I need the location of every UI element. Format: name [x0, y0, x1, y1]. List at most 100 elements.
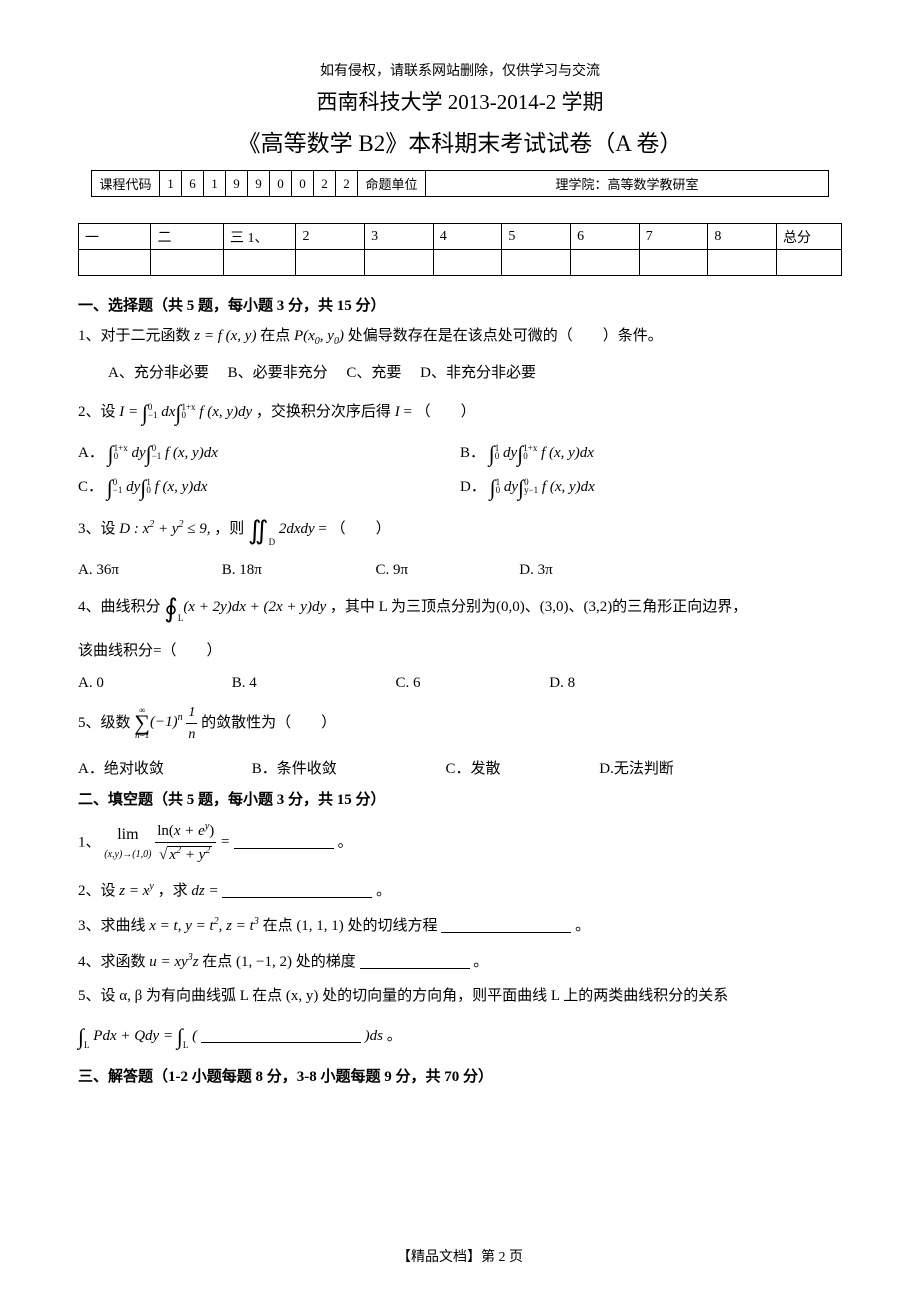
f3-b: 在点 (1, 1, 1) 处的切线方程: [263, 918, 438, 934]
q4-stem-b: ，其中 L 为三顶点分别为(0,0)、(3,0)、(3,2)的三角形正向边界，: [330, 599, 747, 615]
f2-c: 。: [376, 883, 391, 899]
f4-a: 4、求函数: [78, 954, 149, 970]
f5-a: 5、设 α, β 为有向曲线弧 L 在点 (x, y) 处的切向量的方向角，则平…: [78, 988, 728, 1004]
q3-integral: ∬ D 2dxdy: [248, 521, 315, 537]
code-digit: 6: [182, 171, 204, 197]
q2-stem-c: = （ ）: [403, 404, 475, 420]
q5-opt-a: A．绝对收敛: [78, 757, 248, 778]
q4-stem-a: 4、曲线积分: [78, 599, 164, 615]
q4-integral: ∮ L(x + 2y)dx + (2x + y)dy: [164, 599, 326, 615]
q2-B-expr: ∫10 dy∫1+x0 f (x, y)dx: [489, 445, 594, 461]
code-digit: 0: [292, 171, 314, 197]
q2-C-expr: ∫0−1 dy∫10 f (x, y)dx: [107, 479, 208, 495]
q2-stem-a: 2、设: [78, 404, 119, 420]
fill-5-eq: ∫ L Pdx + Qdy = ∫ L ( )ds 。: [78, 1020, 842, 1053]
question-3: 3、设 D : x2 + y2 ≤ 9, ，则 ∬ D 2dxdy = （ ）: [78, 511, 842, 550]
q1-options: A、充分非必要 B、必要非充分 C、充要 D、非充分非必要: [108, 361, 842, 382]
f3-curve: x = t, y = t2, z = t3: [149, 918, 259, 934]
q3-stem-b: ，则: [214, 521, 248, 537]
f1-blank: [234, 835, 334, 849]
q2-options-row2: C． ∫0−1 dy∫10 f (x, y)dx D． ∫10 dy∫0y−1 …: [78, 475, 842, 501]
q2-B-label: B．: [460, 445, 485, 461]
f5-b: 。: [387, 1028, 402, 1044]
code-digit: 1: [204, 171, 226, 197]
f5-rhs: )ds: [365, 1028, 383, 1044]
q1-stem-a: 1、对于二元函数: [78, 328, 194, 344]
score-head: 总分: [777, 224, 842, 250]
header-notice: 如有侵权，请联系网站删除，仅供学习与交流: [78, 60, 842, 80]
q5-options: A．绝对收敛 B．条件收敛 C．发散 D.无法判断: [78, 757, 842, 778]
q4-opt-a: A. 0: [78, 675, 228, 692]
unit-label: 命题单位: [358, 171, 426, 197]
q3-opt-a: A. 36π: [78, 562, 218, 579]
score-head: 三 1、: [223, 224, 295, 250]
f3-c: 。: [575, 918, 590, 934]
q4-line2: 该曲线积分=（ ）: [78, 640, 842, 663]
f2-dz: dz =: [191, 883, 218, 899]
f1-b: 。: [338, 834, 353, 850]
q1-opt-c: C、充要: [346, 365, 401, 381]
question-5: 5、级数 ∞ ∑ n=1 (−1)n 1n 的敛散性为（ ）: [78, 702, 842, 745]
q3-stem-c: = （ ）: [318, 521, 390, 537]
f4-b: 在点 (1, −1, 2) 处的梯度: [202, 954, 355, 970]
code-digit: 2: [314, 171, 336, 197]
q3-opt-b: B. 18π: [222, 562, 372, 579]
score-head: 4: [433, 224, 502, 250]
f2-b: ，求: [158, 883, 192, 899]
fill-3: 3、求曲线 x = t, y = t2, z = t3 在点 (1, 1, 1)…: [78, 914, 842, 938]
q5-stem-b: 的敛散性为（ ）: [201, 714, 336, 730]
q2-C-label: C．: [78, 479, 103, 495]
question-1: 1、对于二元函数 z = f (x, y) 在点 P(x0, y0) 处偏导数存…: [78, 325, 842, 349]
q3-domain: D : x2 + y2 ≤ 9,: [119, 521, 210, 537]
score-head: 2: [296, 224, 365, 250]
score-head: 6: [571, 224, 640, 250]
f4-c: 。: [473, 954, 488, 970]
q1-stem-b: 在点: [260, 328, 294, 344]
q2-I: I: [395, 404, 400, 420]
q1-point: P(x0, y0): [294, 328, 344, 344]
code-digit: 2: [336, 171, 358, 197]
f2-blank: [222, 884, 372, 898]
q3-opt-d: D. 3π: [519, 562, 552, 578]
q5-opt-b: B．条件收敛: [252, 757, 442, 778]
q1-stem-c: 处偏导数存在是在该点处可微的（ ）条件。: [348, 328, 663, 344]
code-digit: 9: [248, 171, 270, 197]
f4-blank: [360, 955, 470, 969]
q5-opt-d: D.无法判断: [599, 761, 674, 777]
q3-stem-a: 3、设: [78, 521, 119, 537]
score-head: 5: [502, 224, 571, 250]
q5-opt-c: C．发散: [446, 757, 596, 778]
code-label: 课程代码: [92, 171, 160, 197]
section2-heading: 二、填空题（共 5 题，每小题 3 分，共 15 分）: [78, 788, 842, 809]
code-digit: 0: [270, 171, 292, 197]
q2-A-expr: ∫1+x0 dy∫0−1 f (x, y)dx: [108, 445, 218, 461]
q2-D-expr: ∫10 dy∫0y−1 f (x, y)dx: [490, 479, 595, 495]
code-digit: 9: [226, 171, 248, 197]
f4-fn: u = xy3z: [149, 954, 198, 970]
course-info-table: 课程代码 1 6 1 9 9 0 0 2 2 命题单位 理学院：高等数学教研室: [91, 170, 829, 197]
score-head: 一: [79, 224, 151, 250]
f1-a: 1、: [78, 834, 101, 850]
section3-heading: 三、解答题（1-2 小题每题 8 分，3-8 小题每题 9 分，共 70 分）: [78, 1065, 842, 1086]
f2-fn: z = xy: [119, 883, 154, 899]
f3-a: 3、求曲线: [78, 918, 149, 934]
fill-5: 5、设 α, β 为有向曲线弧 L 在点 (x, y) 处的切向量的方向角，则平…: [78, 985, 842, 1008]
fill-4: 4、求函数 u = xy3z 在点 (1, −1, 2) 处的梯度 。: [78, 950, 842, 974]
code-digit: 1: [160, 171, 182, 197]
q3-options: A. 36π B. 18π C. 9π D. 3π: [78, 562, 842, 579]
f1-limit: lim (x,y)→(1,0) ln(x + ey) √x2 + y2 =: [104, 834, 234, 850]
f2-a: 2、设: [78, 883, 119, 899]
q4-opt-d: D. 8: [549, 675, 575, 691]
f5-blank: [201, 1029, 361, 1043]
page-footer: 【精品文档】第 2 页: [0, 1246, 920, 1266]
q5-series: ∞ ∑ n=1 (−1)n 1n: [134, 714, 201, 730]
fill-1: 1、 lim (x,y)→(1,0) ln(x + ey) √x2 + y2 =…: [78, 819, 842, 867]
q1-fn: z = f (x, y): [194, 328, 256, 344]
unit-value: 理学院：高等数学教研室: [426, 171, 829, 197]
q1-opt-a: A、充分非必要: [108, 365, 209, 381]
fill-2: 2、设 z = xy ，求 dz = 。: [78, 879, 842, 903]
section1-heading: 一、选择题（共 5 题，每小题 3 分，共 15 分）: [78, 294, 842, 315]
score-head: 7: [639, 224, 708, 250]
question-2: 2、设 I = ∫0−1 dx∫1+x0 f (x, y)dy ，交换积分次序后…: [78, 396, 842, 429]
f5-lhs: ∫ L Pdx + Qdy = ∫ L (: [78, 1028, 201, 1044]
